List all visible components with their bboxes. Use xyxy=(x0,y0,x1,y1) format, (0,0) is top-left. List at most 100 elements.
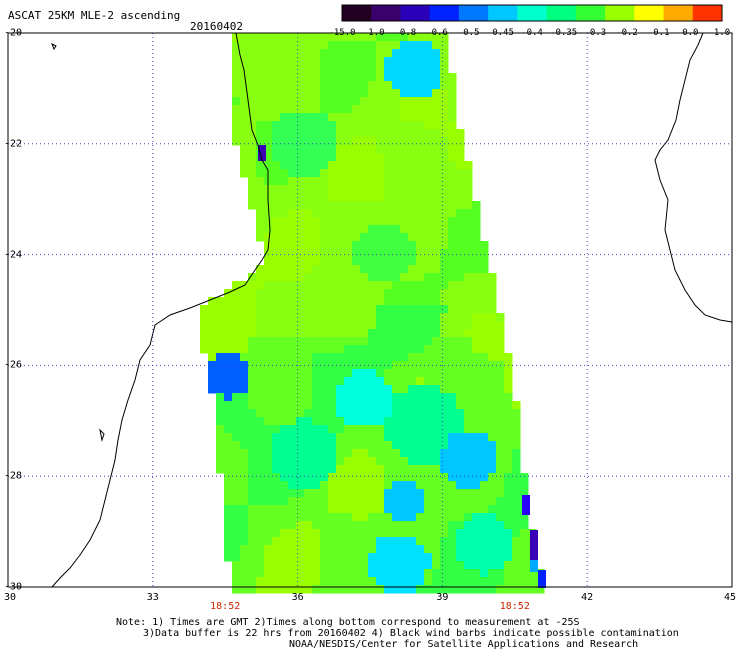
swath-cell xyxy=(520,489,529,498)
swath-cell xyxy=(376,305,385,314)
swath-cell xyxy=(304,457,313,466)
swath-cell xyxy=(288,289,297,298)
swath-cell xyxy=(312,57,321,66)
swath-cell xyxy=(360,545,369,554)
swath-cell xyxy=(232,105,241,114)
swath-cell xyxy=(320,513,329,522)
swath-cell xyxy=(456,257,465,266)
swath-cell xyxy=(240,505,249,514)
swath-cell xyxy=(312,433,321,442)
swath-cell xyxy=(400,441,409,450)
swath-cell xyxy=(312,145,321,154)
swath-cell xyxy=(360,321,369,330)
swath-cell xyxy=(264,513,273,522)
swath-cell xyxy=(384,369,393,378)
swath-cell xyxy=(280,217,289,226)
swath-cell xyxy=(368,65,377,74)
swath-cell xyxy=(304,209,313,218)
swath-cell xyxy=(248,513,257,522)
swath-cell xyxy=(472,513,481,522)
swath-cell xyxy=(464,465,473,474)
swath-cell xyxy=(504,385,513,394)
swath-cell xyxy=(216,449,225,458)
swath-cell xyxy=(368,161,377,170)
swath-cell xyxy=(256,73,265,82)
swath-cell xyxy=(416,449,425,458)
swath-cell xyxy=(456,329,465,338)
swath-cell xyxy=(272,489,281,498)
swath-cell xyxy=(248,281,257,290)
swath-cell xyxy=(352,577,361,586)
swath-cell xyxy=(288,57,297,66)
swath-cell xyxy=(256,41,265,50)
swath-cell xyxy=(376,161,385,170)
swath-cell xyxy=(440,169,449,178)
swath-cell xyxy=(256,401,265,410)
swath-cell xyxy=(448,537,457,546)
swath-cell xyxy=(288,585,297,594)
swath-cell xyxy=(416,489,425,498)
swath-cell xyxy=(320,417,329,426)
swath-cell xyxy=(432,433,441,442)
swath-cell xyxy=(232,321,241,330)
swath-cell xyxy=(256,201,265,210)
swath-cell xyxy=(512,553,521,562)
swath-cell xyxy=(336,337,345,346)
swath-cell xyxy=(408,353,417,362)
swath-cell xyxy=(360,49,369,58)
swath-cell xyxy=(296,281,305,290)
swath-cell xyxy=(408,465,417,474)
swath-cell xyxy=(416,497,425,506)
swath-cell xyxy=(488,289,497,298)
pass-time-label: 18:52 xyxy=(499,601,530,612)
swath-cell xyxy=(432,369,441,378)
swath-cell xyxy=(280,89,289,98)
swath-cell xyxy=(352,329,361,338)
swath-cell xyxy=(256,273,265,282)
swath-cell xyxy=(368,241,377,250)
swath-cell xyxy=(360,97,369,106)
swath-cell xyxy=(288,241,297,250)
swath-cell xyxy=(240,545,249,554)
swath-cell xyxy=(368,89,377,98)
swath-cell xyxy=(416,57,425,66)
swath-cell xyxy=(304,273,313,282)
swath-cell xyxy=(408,257,417,266)
swath-cell xyxy=(312,401,321,410)
product-date: 20160402 xyxy=(190,20,243,33)
swath-cell xyxy=(312,345,321,354)
swath-cell xyxy=(240,537,249,546)
swath-cell xyxy=(208,369,217,378)
swath-cell xyxy=(530,530,538,560)
swath-cell xyxy=(440,257,449,266)
swath-cell xyxy=(496,489,505,498)
swath-cell xyxy=(272,569,281,578)
swath-cell xyxy=(376,273,385,282)
swath-cell xyxy=(344,233,353,242)
swath-cell xyxy=(360,393,369,402)
swath-cell xyxy=(232,481,241,490)
swath-cell xyxy=(352,553,361,562)
swath-cell xyxy=(504,481,513,490)
swath-cell xyxy=(240,57,249,66)
swath-cell xyxy=(328,105,337,114)
swath-cell xyxy=(480,489,489,498)
swath-cell xyxy=(456,201,465,210)
swath-cell xyxy=(432,385,441,394)
swath-cell xyxy=(456,537,465,546)
swath-cell xyxy=(288,105,297,114)
note-line-1: Note: 1) Times are GMT 2)Times along bot… xyxy=(116,617,580,628)
swath-cell xyxy=(288,209,297,218)
swath-cell xyxy=(512,449,521,458)
swath-cell xyxy=(216,353,225,362)
swath-cell xyxy=(480,529,489,538)
swath-cell xyxy=(408,513,417,522)
swath-cell xyxy=(480,561,489,570)
swath-cell xyxy=(408,49,417,58)
swath-cell xyxy=(432,289,441,298)
swath-cell xyxy=(512,433,521,442)
swath-cell xyxy=(312,33,321,42)
swath-cell xyxy=(344,281,353,290)
swath-cell xyxy=(424,313,433,322)
swath-cell xyxy=(280,393,289,402)
